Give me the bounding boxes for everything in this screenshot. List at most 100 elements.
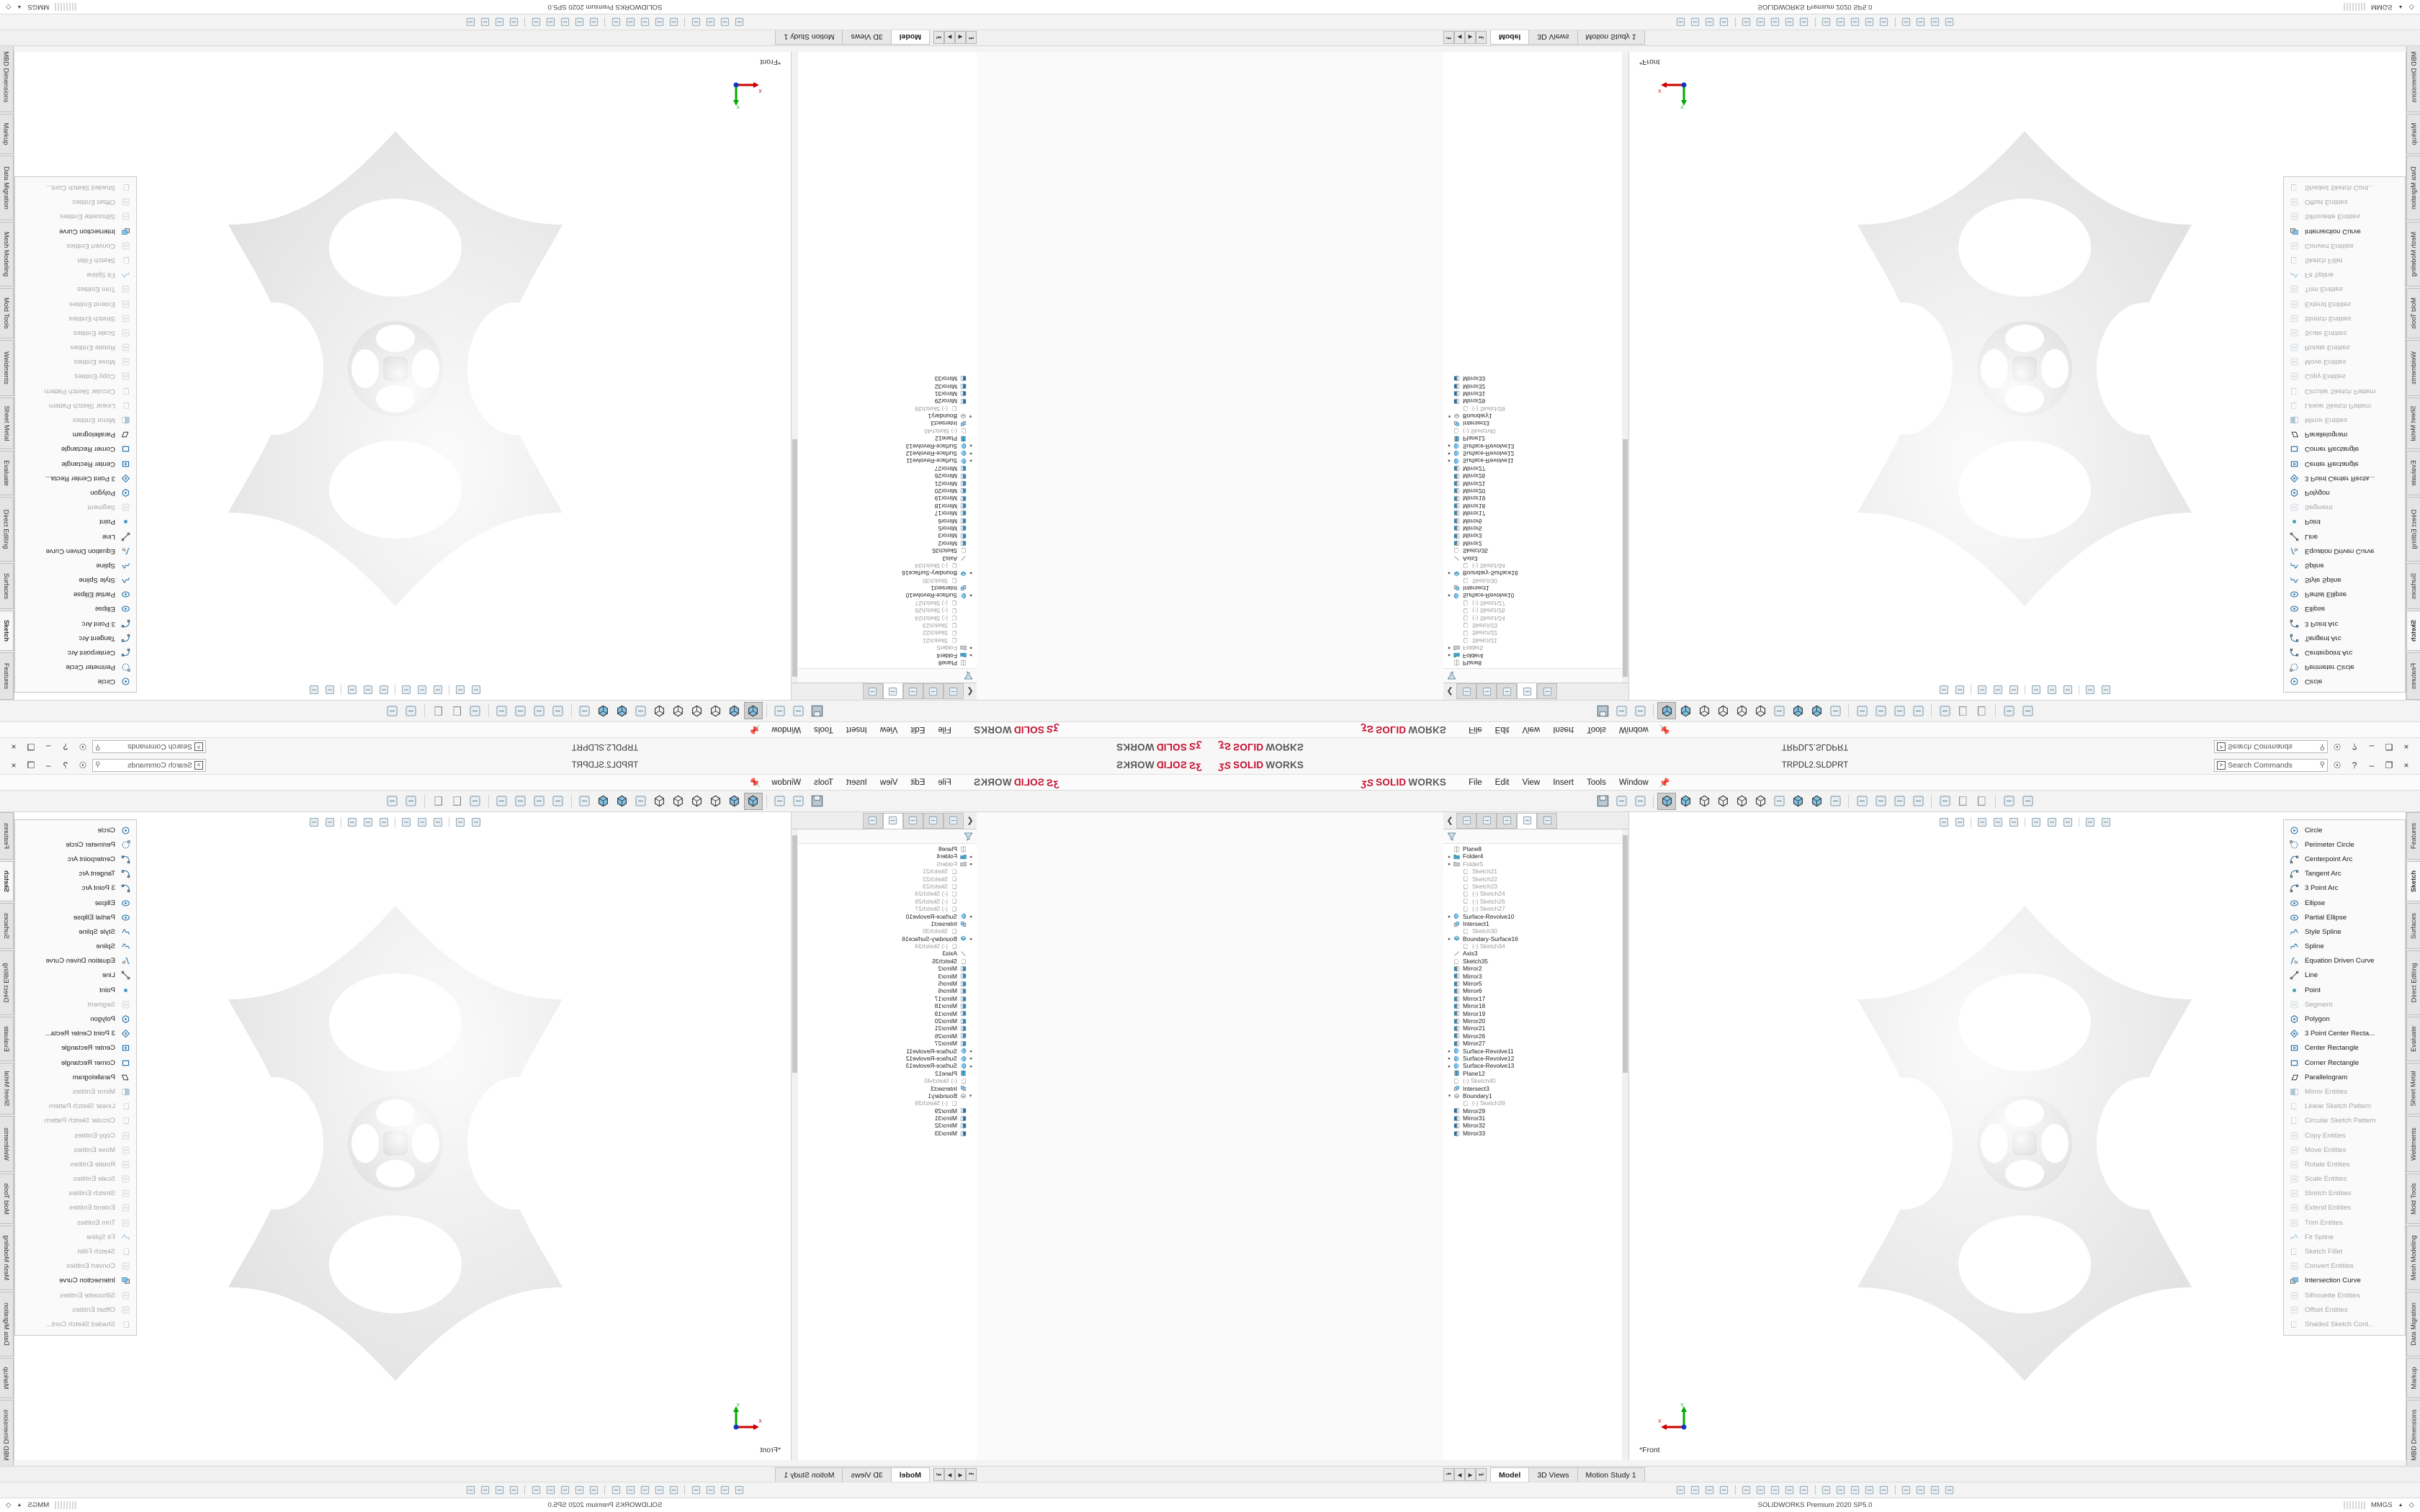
feature-tree-item[interactable]: Mirror2 [1446, 539, 1628, 547]
tree-expand-toggle[interactable]: ▸ [1448, 593, 1451, 598]
sketch-menu-item[interactable]: Intersection Curve [15, 224, 136, 238]
command-tab-surfaces[interactable]: Surfaces [0, 563, 14, 609]
feature-tree-item[interactable]: Intersect1 [1446, 585, 1628, 592]
apply-scene-icon[interactable] [575, 793, 594, 810]
featuremanager-design-tree-tab[interactable] [944, 683, 964, 700]
feature-tree-item[interactable]: Mirror29 [792, 397, 974, 405]
command-tab-weldments[interactable]: Weldments [2406, 340, 2420, 396]
first-tab-button[interactable]: ⏮ [1443, 31, 1454, 44]
feature-tree-item[interactable]: (-) Sketch27 [1446, 599, 1628, 607]
hatch-icon[interactable] [466, 703, 485, 720]
document-tab-3d-views[interactable]: 3D Views [1528, 30, 1578, 45]
wireframe-icon[interactable] [1732, 703, 1751, 720]
dimxpert-manager-tab[interactable] [1517, 683, 1537, 700]
feature-tree-item[interactable]: (-) Sketch26 [1446, 898, 1628, 905]
simulation-icon[interactable] [478, 1484, 493, 1497]
command-tab-data-migration[interactable]: Data Migration [0, 156, 14, 220]
sensor-icon[interactable] [507, 16, 521, 29]
curvature-icon[interactable] [638, 1484, 653, 1497]
sketch-menu-item[interactable]: Ellipse [15, 896, 136, 910]
feature-tree-item[interactable]: (-) Sketch26 [1446, 607, 1628, 614]
last-tab-button[interactable]: ⏭ [1476, 31, 1487, 44]
edit-appearance-icon[interactable] [2060, 683, 2076, 697]
draft-analysis-icon[interactable] [1797, 1484, 1811, 1497]
feature-tree-item[interactable]: ▸ Folder4 [792, 652, 974, 660]
sketch-icon[interactable] [1954, 793, 1973, 810]
command-tab-sheet-metal[interactable]: Sheet Metal [2406, 1063, 2420, 1115]
feature-tree-item[interactable]: Mirror20 [792, 487, 974, 495]
sketch-menu-item[interactable]: Intersection Curve [15, 1274, 136, 1288]
menu-item-edit[interactable]: Edit [1494, 778, 1510, 787]
sketch-menu-item[interactable]: Partial Ellipse [2284, 588, 2405, 602]
feature-tree-item[interactable]: Sketch22 [1446, 629, 1628, 636]
sketch-icon[interactable] [447, 703, 466, 720]
previous-view-icon[interactable] [431, 815, 447, 829]
wireframe-alt-icon[interactable] [650, 793, 669, 810]
menu-item-insert[interactable]: Insert [846, 725, 867, 734]
curvature-icon[interactable] [1768, 16, 1783, 29]
sketch-menu-item[interactable]: Perimeter Circle [2284, 837, 2405, 852]
first-tab-button[interactable]: ⏮ [1443, 1468, 1454, 1481]
next-tab-button[interactable]: ▶ [1465, 31, 1476, 44]
mass-properties-icon[interactable] [1717, 1484, 1731, 1497]
menu-item-view[interactable]: View [1522, 778, 1541, 787]
command-tab-weldments[interactable]: Weldments [2406, 1116, 2420, 1172]
feature-tree-item[interactable]: Sketch35 [1446, 547, 1628, 554]
sketch-menu-item[interactable]: Circle [2284, 823, 2405, 837]
view-settings-icon[interactable] [1852, 703, 1871, 720]
sketch-menu-item[interactable]: Circle [15, 823, 136, 837]
feature-tree-item[interactable]: Mirror32 [1446, 1122, 1628, 1129]
performance-evaluation-icon[interactable] [1914, 16, 1928, 29]
feature-tree-item[interactable]: Mirror33 [792, 375, 974, 382]
feature-tree-item[interactable]: Mirror2 [792, 965, 974, 972]
feature-tree-item[interactable]: Mirror17 [1446, 510, 1628, 517]
wireframe-alt-icon[interactable] [650, 703, 669, 720]
menu-item-view[interactable]: View [879, 778, 898, 787]
measure-icon[interactable] [718, 1484, 732, 1497]
command-tab-sketch[interactable]: Sketch [0, 861, 14, 901]
sketch-menu-item[interactable]: Line [2284, 968, 2405, 983]
zebra-stripes-icon[interactable] [624, 1484, 638, 1497]
hidden-lines-removed-icon[interactable] [707, 793, 725, 810]
3d-sketch-icon[interactable] [429, 703, 447, 720]
feature-tree-item[interactable]: (-) Sketch40 [1446, 428, 1628, 435]
coordinate-system-icon[interactable] [1674, 1484, 1688, 1497]
feature-tree-item[interactable]: (-) Sketch39 [1446, 405, 1628, 413]
sketch-menu-item[interactable]: Line [15, 529, 136, 544]
feature-tree-item[interactable]: (-) Sketch26 [792, 607, 974, 614]
previous-tab-button[interactable]: ◀ [955, 31, 966, 44]
feature-tree-item[interactable]: ▸ Folder5 [1446, 860, 1628, 868]
feature-tree-item[interactable]: ▸ Boundary-Surface16 [792, 935, 974, 942]
feature-tree-item[interactable]: Mirror26 [1446, 472, 1628, 480]
feature-tree-item[interactable]: Intersect3 [792, 420, 974, 428]
zebra-stripes-icon[interactable] [1783, 1484, 1797, 1497]
sketch-menu-item[interactable]: Corner Rectangle [15, 442, 136, 456]
sketch-menu-item[interactable]: Parallelogram [15, 428, 136, 442]
sketch-menu-item[interactable]: Circle [2284, 675, 2405, 689]
feature-tree-item[interactable]: Mirror33 [1446, 1130, 1628, 1137]
geometry-analysis-icon[interactable] [1754, 1484, 1768, 1497]
check-icon[interactable] [667, 1484, 681, 1497]
feature-tree-item[interactable]: Mirror3 [1446, 973, 1628, 980]
tree-expand-toggle[interactable]: ▸ [969, 593, 972, 598]
document-tab-motion-study-1[interactable]: Motion Study 1 [1577, 1467, 1645, 1482]
featuremanager-design-tree-tab[interactable] [1456, 683, 1476, 700]
no-preview-icon[interactable] [383, 703, 402, 720]
apply-scene-icon[interactable] [1826, 793, 1845, 810]
feature-tree-item[interactable]: Mirror5 [792, 980, 974, 987]
simulation-icon[interactable] [1928, 16, 1942, 29]
sketch-menu-item[interactable]: 3 Point Arc [2284, 881, 2405, 896]
feature-tree-item[interactable]: Mirror18 [792, 502, 974, 510]
tree-expand-toggle[interactable]: ▸ [969, 854, 972, 860]
feature-tree-item[interactable]: Sketch21 [1446, 868, 1628, 875]
normal-to-icon[interactable] [1999, 793, 2018, 810]
zoom-to-area-icon[interactable] [1952, 683, 1968, 697]
print-icon[interactable] [1612, 703, 1631, 720]
feature-tree-filter[interactable] [1443, 829, 1628, 844]
chevron-left-icon[interactable]: ❮ [967, 816, 974, 825]
sketch-menu-item[interactable]: Intersection Curve [2284, 224, 2405, 238]
view-orientation-icon[interactable] [2006, 683, 2022, 697]
feature-tree-item[interactable]: ▸ Surface-Revolve10 [1446, 592, 1628, 599]
feature-tree-item[interactable]: Mirror2 [792, 539, 974, 547]
sketch-menu-item[interactable]: Centerpoint Arc [2284, 645, 2405, 660]
